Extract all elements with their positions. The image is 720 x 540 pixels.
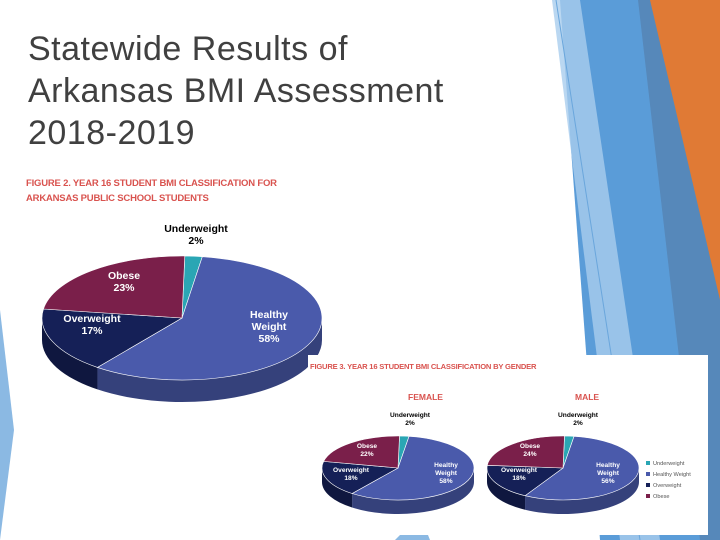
title-line-3: 2018-2019: [28, 114, 196, 152]
female-obese-label: Obese: [357, 443, 377, 450]
male-obese-slice: [486, 435, 565, 469]
slide-title: Statewide Results of Arkansas BMI Assess…: [28, 28, 548, 154]
figure-2-caption-line-2: ARKANSAS PUBLIC SCHOOL STUDENTS: [26, 193, 209, 204]
female-overweight-label: 18%: [344, 475, 357, 482]
deco-left-blue-shape: [0, 310, 14, 540]
female-chart-title: FEMALE: [408, 392, 443, 402]
male-obese-label: 24%: [523, 451, 536, 458]
statewide-healthy-weight-slice: [96, 256, 323, 381]
female-healthy-weight-side: [352, 468, 474, 514]
figure-2-caption-line-1: FIGURE 2. YEAR 16 STUDENT BMI CLASSIFICA…: [26, 178, 277, 189]
statewide-underweight-label: Underweight: [164, 223, 228, 235]
legend-swatch-obese: [646, 494, 650, 498]
title-line-2: Arkansas BMI Assessment: [28, 72, 444, 110]
figure-3-caption: FIGURE 3. YEAR 16 STUDENT BMI CLASSIFICA…: [310, 362, 537, 371]
male-healthy-weight-label: Weight: [597, 470, 620, 477]
legend-entry-overweight: Overweight: [653, 483, 682, 489]
male-chart-title: MALE: [575, 392, 600, 402]
figure-2-caption: FIGURE 2. YEAR 16 STUDENT BMI CLASSIFICA…: [26, 176, 326, 206]
male-healthy-weight-label: 56%: [601, 478, 614, 485]
statewide-obese-label: 23%: [113, 282, 135, 294]
statewide-healthy-weight-side: [97, 318, 322, 402]
title-line-1: Statewide Results of: [28, 30, 348, 68]
female-underweight-label: 2%: [405, 420, 415, 427]
male-healthy-weight-side: [525, 468, 639, 514]
statewide-healthy-weight-label: 58%: [258, 333, 280, 345]
male-overweight-label: Overweight: [501, 467, 538, 474]
statewide-overweight-slice: [41, 308, 183, 368]
male-healthy-weight-label: Healthy: [596, 462, 620, 469]
statewide-overweight-label: 17%: [81, 325, 103, 337]
male-healthy-weight-slice: [524, 436, 640, 501]
male-overweight-side: [487, 468, 526, 510]
male-overweight-slice: [486, 465, 564, 497]
legend-swatch-healthy-weight: [646, 472, 650, 476]
statewide-underweight-label: 2%: [188, 235, 204, 247]
legend-entry-obese: Obese: [653, 494, 669, 500]
female-healthy-weight-slice: [351, 436, 475, 501]
legend-entry-healthy-weight: Healthy Weight: [653, 472, 691, 478]
legend-swatch-overweight: [646, 483, 650, 487]
female-overweight-slice: [321, 461, 399, 494]
male-underweight-label: 2%: [573, 420, 583, 427]
statewide-healthy-weight-label: Healthy: [250, 309, 288, 321]
female-healthy-weight-label: 58%: [439, 478, 452, 485]
male-obese-label: Obese: [520, 443, 540, 450]
statewide-obese-label: Obese: [108, 270, 140, 282]
legend-swatch-underweight: [646, 461, 650, 465]
statewide-overweight-side: [42, 318, 98, 390]
male-underweight-label: Underweight: [558, 412, 599, 419]
female-overweight-side: [322, 468, 353, 508]
legend-entry-underweight: Underweight: [653, 461, 685, 467]
female-overweight-label: Overweight: [333, 467, 370, 474]
female-obese-label: 22%: [360, 451, 373, 458]
statewide-obese-slice: [43, 255, 186, 319]
female-healthy-weight-label: Healthy: [434, 462, 458, 469]
female-obese-slice: [323, 435, 400, 469]
statewide-healthy-weight-label: Weight: [252, 321, 287, 333]
statewide-overweight-label: Overweight: [63, 313, 121, 325]
female-underweight-label: Underweight: [390, 412, 431, 419]
male-overweight-label: 18%: [512, 475, 525, 482]
female-healthy-weight-label: Weight: [435, 470, 458, 477]
